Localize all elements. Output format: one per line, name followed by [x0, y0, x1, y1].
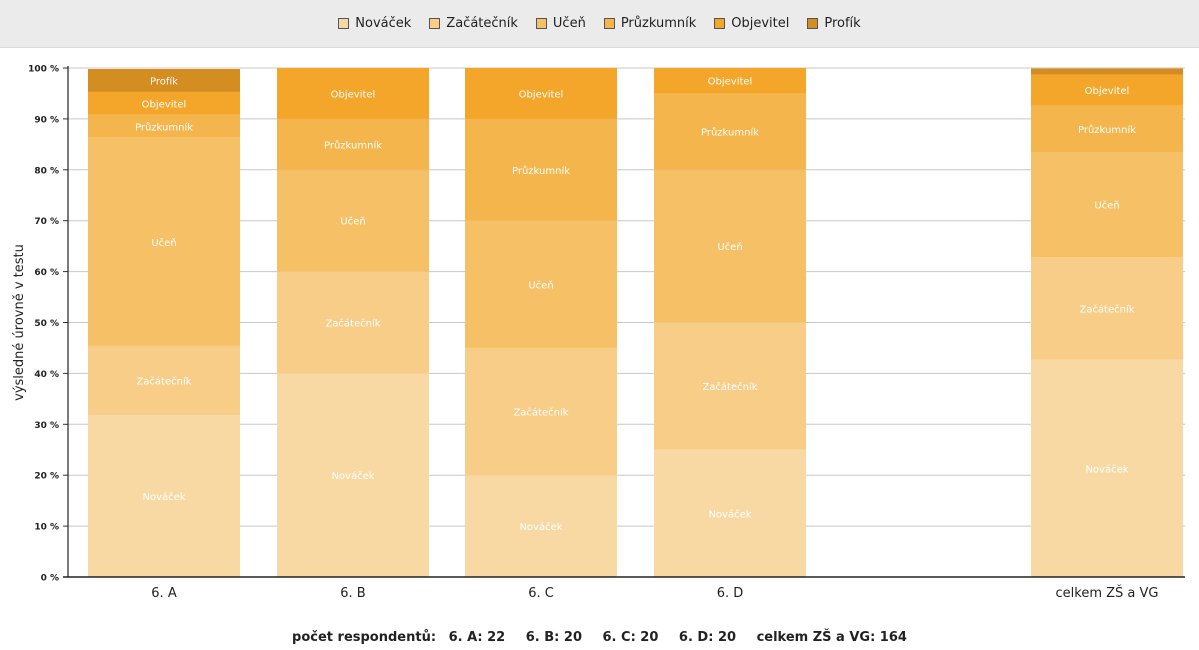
footer-item: celkem ZŠ a VG: 164 [756, 630, 907, 645]
bar-segment [1031, 74, 1183, 106]
segment-label: Objevitel [708, 77, 753, 88]
bar-segment [88, 114, 240, 138]
segment-label: Objevitel [519, 89, 564, 100]
bar-segment [88, 345, 240, 416]
bar-segment [465, 118, 617, 221]
x-tick-label: 6. C [528, 586, 554, 601]
legend-label: Objevitel [731, 16, 790, 31]
footer-item: 6. A: 22 [448, 630, 506, 645]
y-tick-label: 50 % [34, 319, 59, 329]
segment-label: Učeň [528, 279, 553, 291]
segment-label: Nováček [142, 491, 185, 503]
legend-swatch [429, 18, 441, 29]
segment-label: Objevitel [142, 99, 187, 110]
respondent-count-footer: počet respondentů: 6. A: 22 6. B: 20 6. … [0, 630, 1199, 645]
stacked-bar-chart: 0 % 10 % 20 % 30 % 40 % 50 % 60 % 70 % 80 % 90 % 1… [12, 65, 1185, 601]
segment-label: Průzkumník [701, 127, 759, 139]
legend: Nováček Začátečník Učeň Průzkumník Objevitel… [0, 0, 1199, 47]
legend-item: Začátečník [429, 16, 518, 31]
segment-label: Nováček [1085, 463, 1128, 475]
legend-item: Učeň [535, 16, 586, 31]
segment-label: Začátečník [1079, 304, 1134, 316]
legend-item: Nováček [338, 16, 411, 31]
bar-segment [88, 137, 240, 346]
segment-label: Nováček [331, 470, 374, 482]
bar-segment [277, 271, 429, 374]
segment-label: Průzkumník [512, 165, 570, 177]
bar-segment [1031, 359, 1183, 577]
segment-label: Začátečník [513, 407, 568, 419]
legend-label: Začátečník [446, 16, 518, 31]
legend-swatch [603, 18, 615, 29]
y-tick-label: 40 % [34, 370, 59, 380]
segment-label: Učeň [1094, 200, 1119, 212]
y-tick-label: 80 % [34, 166, 59, 176]
bar-segment [654, 322, 806, 450]
bar-segment [465, 68, 617, 119]
segment-label: Učeň [151, 237, 176, 249]
segment-label: Začátečník [136, 376, 191, 388]
bar-segment [88, 91, 240, 115]
bar-segment [465, 475, 617, 577]
bar-segment [654, 68, 806, 94]
segment-label: Profík [150, 75, 178, 87]
segment-label: Objevitel [331, 89, 376, 100]
x-tick-label: 6. A [151, 586, 177, 601]
y-axis-label: výsledné úrovně v testu [12, 244, 27, 401]
legend-swatch [807, 18, 819, 29]
y-tick-label: 30 % [34, 421, 59, 431]
segment-label: Průzkumník [135, 121, 193, 133]
y-tick-label: 90 % [34, 115, 59, 125]
legend-swatch [535, 18, 547, 29]
legend-item: Objevitel [714, 16, 789, 31]
x-tick-label: 6. D [717, 586, 744, 601]
footer-item: 6. C: 20 [602, 630, 659, 645]
bar-segment [277, 118, 429, 170]
bar-segment [277, 68, 429, 119]
legend-label: Profík [824, 16, 861, 31]
y-tick-label: 10 % [34, 523, 59, 533]
footer-label: počet respondentů: [292, 630, 437, 645]
legend-label: Nováček [355, 16, 412, 31]
bar-segment [654, 93, 806, 170]
legend-background [0, 0, 1199, 48]
legend-swatch [714, 18, 726, 29]
bar-segment [88, 415, 240, 577]
legend-label: Učeň [552, 16, 586, 31]
bar-segment [277, 169, 429, 272]
footer-item: 6. D: 20 [678, 630, 737, 645]
legend-swatch [338, 18, 350, 29]
bar-segment [1031, 105, 1183, 152]
bar-segment [1031, 257, 1183, 360]
y-tick-label: 100 % [28, 65, 59, 75]
segment-label: Začátečník [325, 318, 380, 330]
bar-segment [1031, 151, 1183, 258]
segment-label: Nováček [519, 521, 562, 533]
legend-item: Průzkumník [603, 16, 697, 31]
segment-label: Objevitel [1085, 86, 1130, 97]
y-tick-label: 70 % [34, 217, 59, 227]
segment-label: Průzkumník [1078, 124, 1136, 136]
bar-segment [654, 169, 806, 323]
bar-segment [277, 373, 429, 577]
legend-item: Profík [807, 16, 861, 31]
segment-label: Nováček [708, 508, 751, 520]
segment-label: Začátečník [702, 381, 757, 393]
bar-segment [1031, 68, 1183, 75]
bar-segment [88, 69, 240, 92]
bar-segment [465, 347, 617, 476]
segment-label: Učeň [717, 241, 742, 253]
y-tick-label: 20 % [34, 472, 59, 482]
footer-item: 6. B: 20 [525, 630, 582, 645]
bar-segment [654, 449, 806, 577]
y-tick-label: 0 % [41, 574, 59, 584]
segment-label: Průzkumník [324, 139, 382, 151]
x-tick-label: 6. B [340, 586, 365, 601]
legend-label: Průzkumník [620, 16, 697, 31]
x-tick-label: celkem ZŠ a VG [1056, 585, 1159, 601]
y-tick-label: 60 % [34, 268, 59, 278]
bar-segment [465, 220, 617, 348]
segment-label: Učeň [340, 216, 365, 228]
